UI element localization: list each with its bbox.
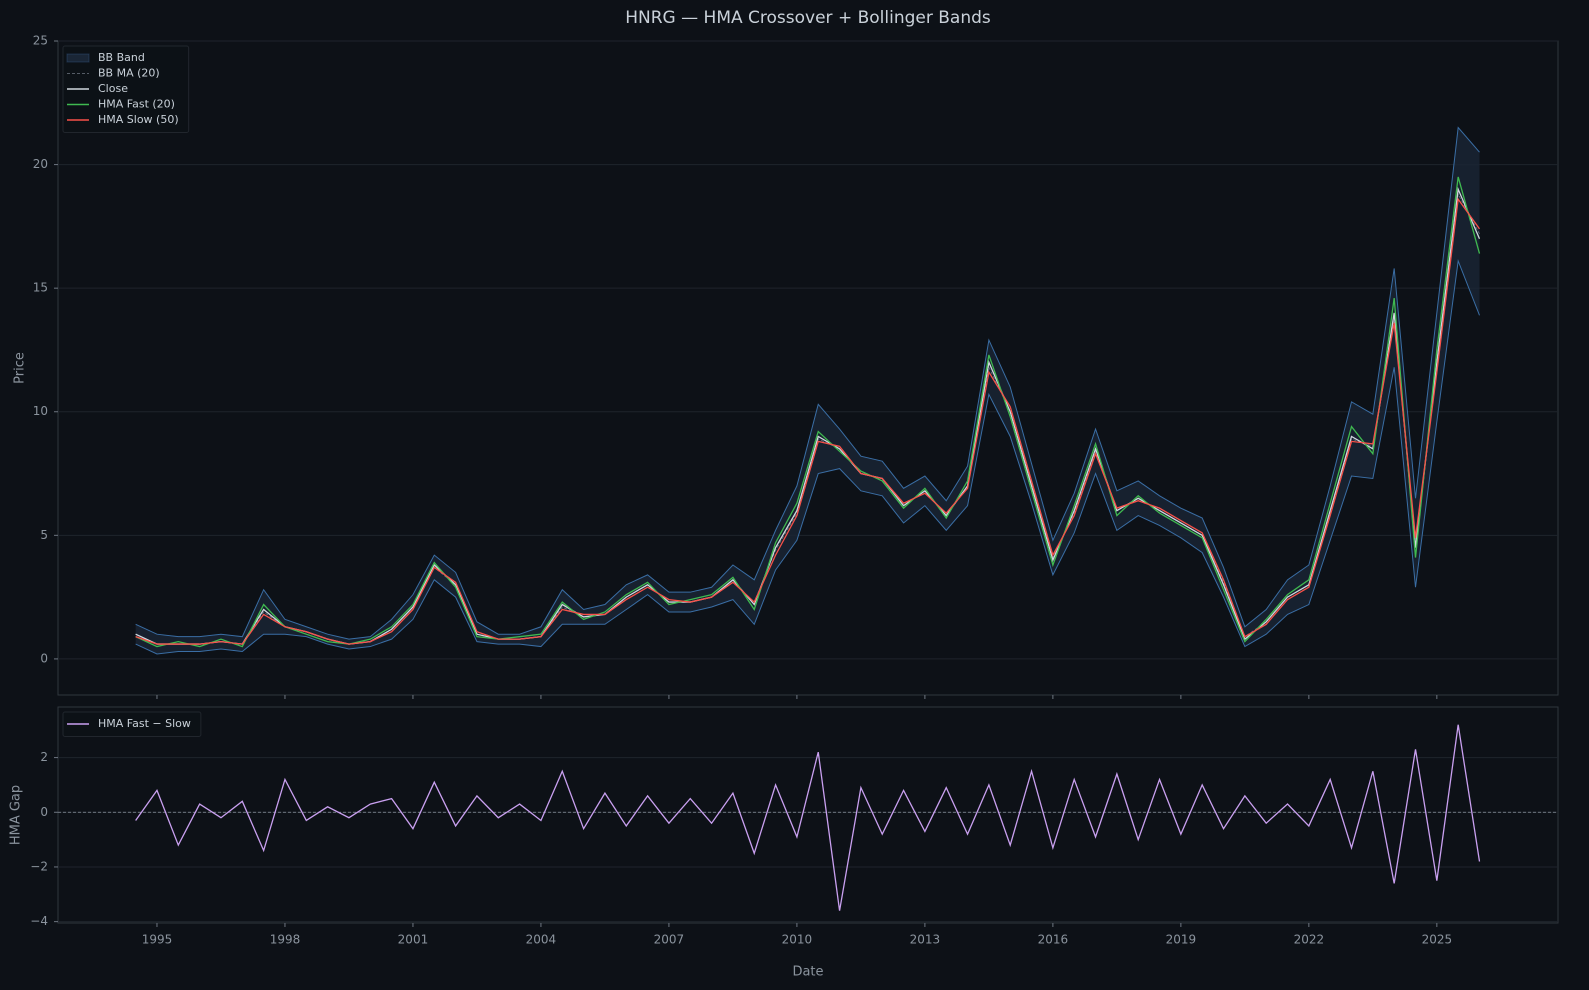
y-tick-label: 20 xyxy=(33,157,48,171)
legend-swatch xyxy=(66,53,90,63)
price-panel xyxy=(57,40,1559,696)
legend-label: HMA Fast − Slow xyxy=(98,717,191,730)
y-tick-label: 2 xyxy=(40,750,48,764)
legend-label: BB MA (20) xyxy=(98,67,160,80)
series-line xyxy=(135,197,1481,645)
bb-lower xyxy=(135,258,1480,655)
x-tick-label: 2010 xyxy=(782,933,813,947)
x-tick-label: 2004 xyxy=(526,933,557,947)
legend: BB Band BB MA (20) Close HMA Fast (20) HMA S… xyxy=(62,45,190,133)
legend-label: HMA Fast (20) xyxy=(98,98,175,111)
y-tick-label: 25 xyxy=(33,34,48,48)
legend-label: Close xyxy=(98,82,128,95)
y-tick-label: 0 xyxy=(40,805,48,819)
y-tick-label: −4 xyxy=(30,914,48,928)
legend: HMA Fast − Slow xyxy=(62,711,202,737)
x-tick-label: 2007 xyxy=(654,933,685,947)
x-tick-label: 2013 xyxy=(910,933,941,947)
series-line xyxy=(135,724,1481,911)
legend-label: HMA Slow (50) xyxy=(98,113,179,126)
legend-label: BB Band xyxy=(98,51,145,64)
x-axis-label: Date xyxy=(792,965,823,980)
gap-panel xyxy=(57,706,1559,924)
y-tick-label: 5 xyxy=(40,528,48,542)
x-tick-label: 2016 xyxy=(1038,933,1069,947)
x-tick-label: 1998 xyxy=(270,933,301,947)
x-tick-label: 2025 xyxy=(1422,933,1453,947)
y-tick-label: −2 xyxy=(30,859,48,873)
bb-upper xyxy=(135,126,1480,640)
chart-title: HNRG — HMA Crossover + Bollinger Bands xyxy=(625,8,991,28)
x-tick-label: 2001 xyxy=(398,933,429,947)
y-tick-label: 0 xyxy=(40,651,48,665)
y-axis-label: HMA Gap xyxy=(9,785,24,845)
y-tick-label: 15 xyxy=(33,281,48,295)
legend-box xyxy=(62,711,202,737)
legend-box xyxy=(62,45,190,133)
y-tick-label: 10 xyxy=(33,404,48,418)
x-tick-label: 1995 xyxy=(142,933,173,947)
bb-band xyxy=(135,127,1480,654)
x-tick-label: 2022 xyxy=(1294,933,1325,947)
y-axis-label: Price xyxy=(13,352,28,384)
x-tick-label: 2019 xyxy=(1166,933,1197,947)
